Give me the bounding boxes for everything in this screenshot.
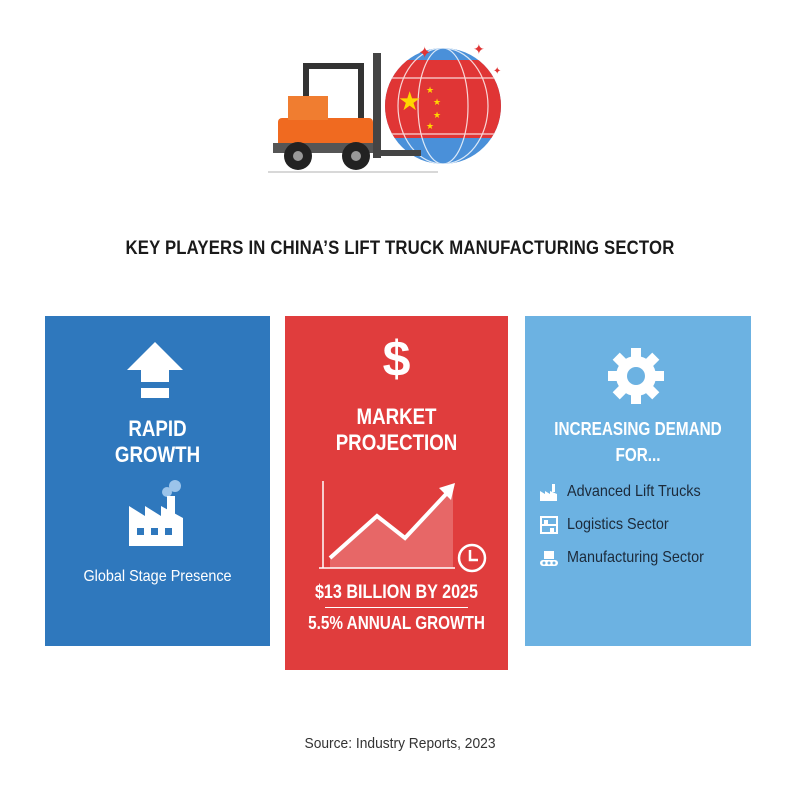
- divider: [325, 607, 468, 608]
- list-item: Logistics Sector: [539, 515, 680, 535]
- svg-text:★: ★: [433, 97, 441, 107]
- arrow-up-icon: [127, 342, 183, 398]
- svg-text:✦: ✦: [473, 41, 485, 57]
- market-value-stat: $13 BILLION BY 2025: [314, 582, 479, 603]
- panel-caption: Global Stage Presence: [83, 568, 232, 585]
- factory-icon: [540, 484, 557, 501]
- growth-rate-stat: 5.5% ANNUAL GROWTH: [308, 613, 485, 633]
- svg-text:★: ★: [426, 85, 434, 95]
- svg-text:★: ★: [426, 121, 434, 131]
- flag-star-icon: ★: [398, 86, 421, 116]
- panel-heading: INCREASING DEMAND FOR...: [554, 419, 722, 465]
- source-note: Source: Industry Reports, 2023: [304, 735, 496, 752]
- warehouse-shelf-icon: [540, 516, 558, 534]
- panel-rapid-growth: RAPID GROWTH Global Stage Presence: [45, 316, 270, 646]
- panel-increasing-demand: INCREASING DEMAND FOR... Advanced Lift T…: [525, 316, 751, 646]
- conveyor-icon: [540, 551, 558, 566]
- panel-heading: RAPID GROWTH: [114, 416, 201, 467]
- panel-heading: MARKET PROJECTION: [335, 404, 458, 455]
- page-title: KEY PLAYERS IN CHINA’S LIFT TRUCK MANUFA…: [125, 238, 675, 259]
- list-item: Manufacturing Sector: [539, 548, 719, 568]
- clock-icon: [457, 543, 487, 573]
- panel-market-projection: $ MARKET PROJECTION $13 BILLION BY 2025 5…: [285, 316, 508, 670]
- forklift-icon: [268, 53, 438, 173]
- factory-icon: [129, 480, 183, 546]
- list-item: Advanced Lift Trucks: [539, 482, 716, 502]
- dollar-icon: $: [382, 331, 411, 387]
- gear-icon: [608, 348, 664, 404]
- sparkle-icon: ✦: [418, 45, 431, 62]
- rising-line-chart-icon: [319, 481, 487, 573]
- hero-illustration: ★ ★ ★ ★ ★ ✦ ✦ ✦: [268, 41, 501, 173]
- globe-china-flag-icon: ★ ★ ★ ★ ★: [385, 48, 501, 164]
- svg-text:★: ★: [433, 110, 441, 120]
- svg-text:✦: ✦: [493, 66, 501, 77]
